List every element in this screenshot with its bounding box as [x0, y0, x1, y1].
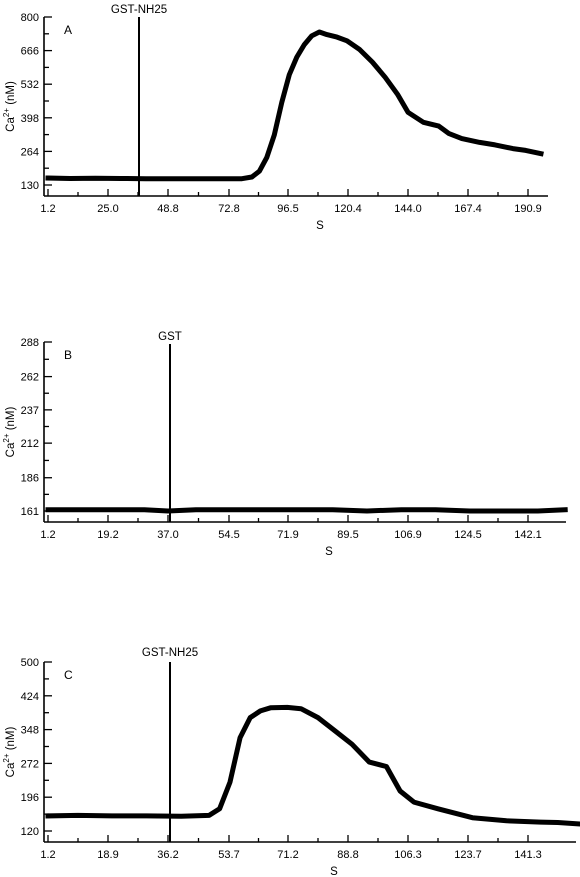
y-tick-label: 272	[21, 758, 39, 770]
y-tick-label: 264	[21, 146, 39, 158]
y-tick-label: 800	[21, 12, 39, 24]
stimulus-marker-label: GST-NH25	[142, 647, 198, 659]
x-tick-label: 37.0	[157, 529, 178, 541]
x-tick-label: 72.8	[218, 203, 239, 215]
x-axis-label: S	[330, 866, 338, 877]
y-axis-label: Ca2+ (nM)	[2, 727, 17, 778]
y-tick-label: 212	[21, 438, 39, 450]
x-axis-label: S	[325, 546, 333, 558]
x-tick-label: 1.2	[40, 529, 55, 541]
y-axis-label: Ca2+ (nM)	[2, 407, 17, 458]
y-axis-label: Ca2+ (nM)	[2, 81, 17, 132]
chart-panel-b: 161 186 212 237 262 288 1.2 19.2 37.0 54.5 71.9 89.…	[2, 331, 568, 558]
stimulus-marker-label: GST	[158, 331, 182, 343]
x-tick-label: 54.5	[218, 529, 239, 541]
x-tick-label: 19.2	[97, 529, 118, 541]
y-tick-label: 532	[21, 79, 39, 91]
stimulus-marker-label: GST-NH25	[111, 4, 167, 16]
x-tick-label: 167.4	[454, 203, 482, 215]
x-tick-label: 53.7	[218, 849, 239, 861]
x-tick-label: 106.3	[394, 849, 422, 861]
panel-label: B	[64, 348, 72, 362]
x-tick-label: 48.8	[157, 203, 178, 215]
x-tick-label: 144.0	[394, 203, 422, 215]
y-tick-label: 237	[21, 405, 39, 417]
y-tick-label: 186	[21, 473, 39, 485]
x-tick-label: 36.2	[157, 849, 178, 861]
y-tick-label: 500	[21, 657, 39, 669]
calcium-trace-line	[45, 507, 568, 514]
x-tick-label: 124.5	[454, 529, 482, 541]
chart-panel-c: 120 196 272 348 424 500 1.2 18.9 36.2 53.7 71.2 88.…	[2, 647, 580, 877]
chart-panel-a: 130 264 398 532 666 800 1.2 25.0 48.8 72.8 96.5 120…	[2, 4, 548, 232]
x-tick-label: 1.2	[40, 849, 55, 861]
x-tick-label: 96.5	[277, 203, 298, 215]
y-tick-label: 288	[21, 337, 39, 349]
panel-label: A	[64, 23, 72, 37]
y-tick-label: 120	[21, 826, 39, 838]
x-tick-label: 123.7	[454, 849, 482, 861]
x-tick-label: 106.9	[394, 529, 422, 541]
x-tick-label: 71.2	[277, 849, 298, 861]
x-tick-label: 1.2	[40, 203, 55, 215]
x-tick-label: 89.5	[337, 529, 358, 541]
y-tick-label: 262	[21, 372, 39, 384]
x-tick-label: 18.9	[97, 849, 118, 861]
y-tick-label: 348	[21, 725, 39, 737]
panel-label: C	[64, 668, 73, 682]
calcium-trace-line	[45, 704, 580, 827]
calcium-trace-line	[45, 29, 544, 182]
x-tick-label: 141.3	[514, 849, 542, 861]
y-tick-label: 130	[21, 180, 39, 192]
x-tick-label: 88.8	[337, 849, 358, 861]
y-tick-label: 161	[21, 506, 39, 518]
y-tick-label: 666	[21, 46, 39, 58]
x-tick-label: 142.1	[514, 529, 542, 541]
x-tick-label: 25.0	[97, 203, 118, 215]
x-axis-label: S	[316, 220, 324, 232]
x-tick-label: 120.4	[334, 203, 362, 215]
x-tick-label: 190.9	[514, 203, 542, 215]
y-tick-label: 196	[21, 792, 39, 804]
x-tick-label: 71.9	[277, 529, 298, 541]
y-tick-label: 398	[21, 113, 39, 125]
y-tick-label: 424	[21, 691, 39, 703]
